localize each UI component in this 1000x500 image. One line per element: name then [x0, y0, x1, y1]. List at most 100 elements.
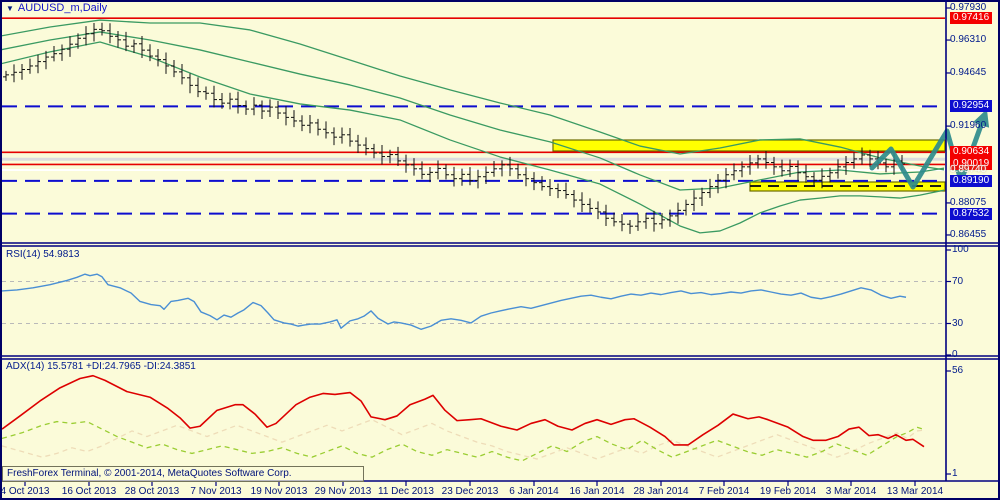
date-axis-label: 3 Mar 2014: [825, 486, 877, 497]
ohlc-bar: [331, 127, 337, 146]
ohlc-bar: [27, 58, 33, 74]
ohlc-bar: [171, 60, 177, 78]
date-axis-label: 16 Oct 2013: [61, 486, 117, 497]
price-axis-tick-label: 0.88075: [950, 196, 987, 208]
ohlc-bar: [739, 161, 745, 178]
ohlc-bar: [403, 154, 409, 173]
ohlc-bar: [603, 204, 609, 226]
ohlc-bar: [339, 127, 345, 144]
ohlc-bar: [571, 190, 577, 208]
ohlc-bar: [451, 166, 457, 187]
ohlc-bar: [283, 106, 289, 126]
adx-scale-label: 56: [952, 365, 964, 376]
terminal-copyright: FreshForex Terminal, © 2001-2014, MetaQu…: [2, 466, 364, 482]
rsi-scale-label: 30: [952, 317, 964, 329]
ohlc-bar: [99, 22, 105, 36]
ohlc-bar: [787, 159, 793, 177]
ohlc-bar: [435, 160, 441, 180]
ohlc-bar: [51, 45, 57, 62]
ohlc-bar: [819, 168, 825, 189]
price-axis-tick-label: 0.91960: [950, 120, 987, 132]
ohlc-bar: [779, 159, 785, 177]
ohlc-bar: [755, 154, 761, 169]
ohlc-bar: [347, 127, 353, 147]
ohlc-bar: [67, 36, 73, 57]
ohlc-bar: [747, 154, 753, 175]
chevron-down-icon[interactable]: ▼: [6, 3, 14, 13]
ohlc-bar: [563, 182, 569, 199]
rsi-scale-label: 0: [952, 349, 958, 360]
ohlc-bar: [179, 64, 185, 85]
ohlc-bar: [859, 147, 865, 165]
rsi-scale-label: 100: [952, 244, 969, 255]
ohlc-bar: [707, 178, 713, 198]
ohlc-bar: [299, 115, 305, 132]
ohlc-bar: [731, 163, 737, 181]
ohlc-bar: [651, 210, 657, 232]
ohlc-bar: [323, 121, 329, 139]
ohlc-bar: [659, 213, 665, 229]
ohlc-bar: [243, 100, 249, 115]
ohlc-bar: [19, 63, 25, 80]
symbol-period-label: AUDUSD_m,Daily: [17, 2, 108, 14]
ohlc-bar: [131, 39, 137, 54]
ohlc-bar: [419, 161, 425, 180]
ohlc-bar: [115, 30, 121, 48]
date-axis-label: 16 Jan 2014: [569, 486, 625, 497]
price-axis-tick-label: 0.86455: [950, 228, 987, 240]
adx-line: [2, 374, 925, 448]
highlight-zone: [552, 139, 946, 152]
chart-symbol-title[interactable]: ▼ AUDUSD_m,Daily: [6, 2, 107, 14]
price-level-label-white: 0.89740: [950, 163, 987, 175]
date-axis-label: 29 Nov 2013: [314, 486, 372, 497]
price-level-label-red: 0.97416: [950, 12, 993, 25]
ohlc-bar: [363, 137, 369, 156]
ohlc-bar: [507, 156, 513, 177]
ohlc-bar: [91, 22, 97, 42]
rsi-indicator-label: RSI(14) 54.9813: [6, 249, 80, 260]
ohlc-bar: [147, 44, 153, 62]
price-level-label-blue: 0.89190: [950, 174, 993, 187]
ohlc-bar: [547, 179, 553, 197]
ohlc-bar: [251, 97, 257, 116]
ohlc-bar: [371, 143, 377, 159]
date-axis-label: 23 Dec 2013: [441, 486, 499, 497]
ohlc-bar: [619, 213, 625, 232]
ohlc-bar: [83, 26, 89, 46]
price-level-label-red: 0.90019: [950, 158, 993, 171]
price-axis-tick-label: 0.94645: [950, 66, 987, 78]
ohlc-bar: [187, 73, 193, 94]
ohlc-bar: [43, 50, 49, 70]
ohlc-bar: [867, 149, 873, 167]
ohlc-bar: [811, 172, 817, 187]
ohlc-bar: [315, 118, 321, 136]
ohlc-bar: [211, 85, 217, 108]
bollinger-upper-line: [2, 19, 944, 171]
ohlc-bar: [459, 168, 465, 186]
ohlc-bar: [395, 146, 401, 167]
ohlc-bar: [803, 164, 809, 183]
ohlc-bar: [699, 187, 705, 206]
ohlc-bar: [123, 31, 129, 52]
ohlc-bar: [355, 134, 361, 154]
date-axis-label: 28 Oct 2013: [124, 486, 180, 497]
ohlc-bar: [35, 54, 41, 74]
bollinger-middle-line: [2, 31, 944, 191]
ohlc-bar: [723, 167, 729, 189]
plus-di-line: [2, 420, 925, 462]
date-axis-label: 6 Jan 2014: [509, 486, 559, 497]
date-axis-label: 4 Oct 2013: [0, 486, 50, 497]
ohlc-bar: [467, 167, 473, 186]
ohlc-bars-series: [3, 22, 905, 234]
ohlc-bar: [667, 209, 673, 227]
rsi-line: [2, 273, 907, 330]
ohlc-bar: [203, 86, 209, 100]
date-axis-label: 19 Nov 2013: [250, 486, 308, 497]
price-axis-tick-label: 0.96310: [950, 34, 987, 46]
ohlc-bar: [515, 163, 521, 179]
adx-scale-label: 1: [952, 468, 958, 479]
ohlc-bar: [539, 176, 545, 191]
ohlc-bar: [579, 192, 585, 213]
